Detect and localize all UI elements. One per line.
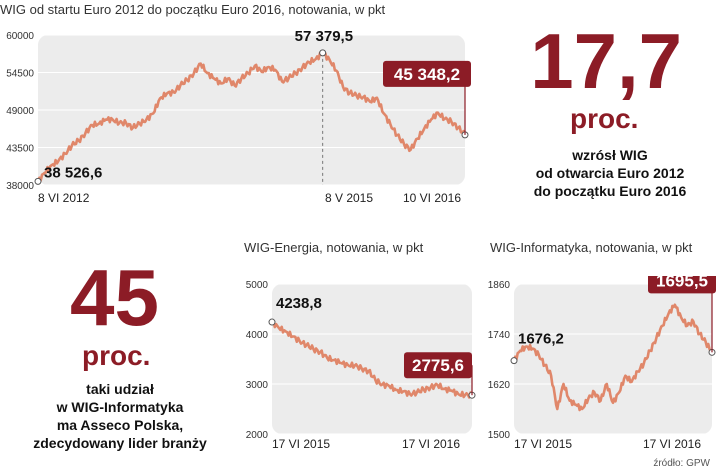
x-tick-label: 17 VI 2015	[514, 437, 572, 451]
callout-label: 45 348,2	[394, 65, 460, 84]
y-tick-label: 38000	[6, 181, 34, 192]
x-tick-label: 17 VI 2015	[272, 437, 330, 451]
y-tick-label: 43500	[6, 144, 34, 155]
y-tick-label: 54500	[6, 69, 34, 80]
stat2-desc-line: taki udział	[86, 381, 154, 397]
data-label: 4238,8	[276, 295, 322, 312]
stat2-desc-line: zdecydowany lider branży	[33, 435, 207, 451]
y-tick-label: 4000	[246, 330, 269, 341]
stat1-description: wzrósł WIG od otwarcia Euro 2012 do pocz…	[500, 146, 720, 200]
y-tick-label: 1620	[488, 380, 511, 391]
wig-chart: 60000 54500 49000 43500 38000 8 VI 2012 8 V 20…	[6, 28, 471, 205]
x-tick-label: 17 VI 2016	[402, 437, 460, 451]
plot-area	[514, 284, 712, 434]
stat1-desc-line: od otwarcia Euro 2012	[535, 165, 685, 181]
data-point-marker	[510, 357, 518, 365]
y-tick-label: 5000	[246, 280, 269, 291]
stat2-desc-line: ma Asseco Polska,	[56, 417, 184, 433]
x-tick-label: 17 VI 2016	[643, 437, 701, 451]
data-label: 38 526,6	[44, 164, 102, 181]
stat2-desc-line: w WIG-Informatyka	[56, 399, 184, 415]
y-tick-label: 1860	[488, 280, 511, 291]
y-tick-label: 49000	[6, 106, 34, 117]
stat1-value: 17,7	[530, 17, 682, 105]
y-tick-label: 1740	[488, 330, 511, 341]
series-line	[36, 51, 467, 182]
data-label: 57 379,5	[295, 28, 353, 45]
informatyka-chart-title: WIG-Informatyka, notowania, w pkt	[490, 240, 693, 255]
stat1-desc-line: do początku Euro 2016	[533, 183, 687, 199]
stat2-description: taki udział w WIG-Informatyka ma Asseco …	[0, 380, 240, 452]
callout-label: 2775,6	[412, 356, 464, 375]
wig-chart-title: WIG od startu Euro 2012 do początku Euro…	[0, 2, 386, 17]
data-point-marker	[319, 49, 327, 57]
callout-box	[383, 60, 471, 87]
stat2-value: 45	[70, 253, 159, 342]
y-tick-label: 2000	[246, 430, 269, 441]
y-tick-label: 3000	[246, 380, 269, 391]
callout-box	[404, 352, 472, 379]
data-label: 1676,2	[518, 331, 564, 348]
data-point-marker	[268, 318, 276, 326]
y-tick-label: 60000	[6, 31, 34, 42]
stat1-desc-line: wzrósł WIG	[572, 147, 648, 163]
data-point-marker	[34, 177, 42, 185]
callout-label: 1695,5	[656, 276, 708, 290]
x-tick-label: 8 V 2015	[325, 191, 373, 205]
y-tick-label: 1500	[488, 430, 511, 441]
energia-chart-title: WIG-Energia, notowania, w pkt	[244, 240, 424, 255]
series-line	[271, 319, 474, 399]
source-note: źródło: GPW	[653, 458, 710, 469]
stat2-unit: proc.	[82, 340, 151, 371]
series-line	[512, 303, 713, 412]
callout-box	[648, 276, 716, 294]
stat1-unit: proc.	[570, 103, 639, 134]
x-tick-label: 8 VI 2012	[38, 191, 90, 205]
x-tick-label: 10 VI 2016	[403, 191, 461, 205]
plot-area	[272, 284, 472, 434]
